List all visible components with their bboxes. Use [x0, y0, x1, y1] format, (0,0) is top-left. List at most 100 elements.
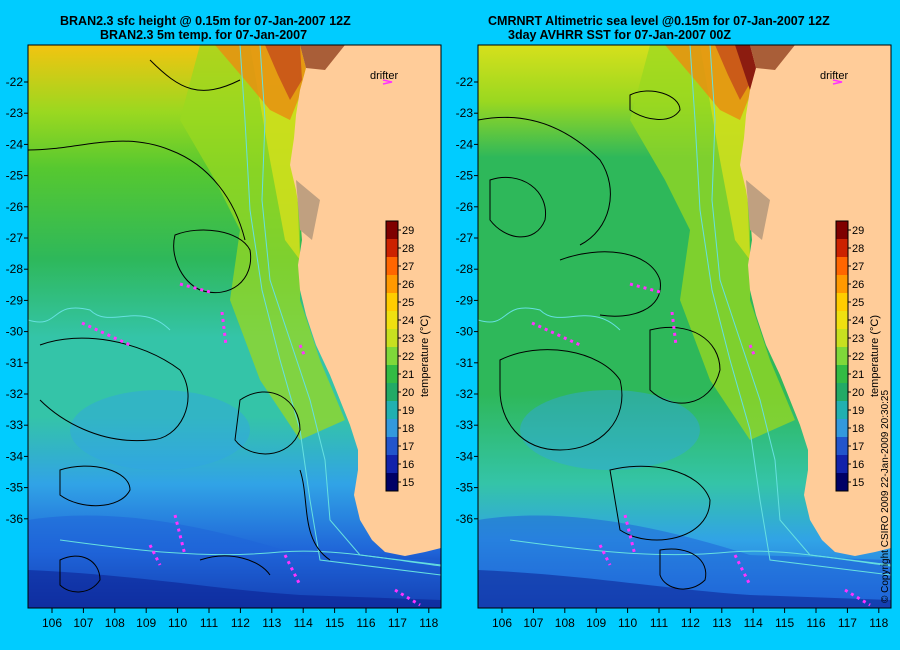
- colorbar-tick-label: 17: [852, 441, 864, 453]
- right-sst-map: drifter 106 107 108 109 110 111 112 113 114 115 116…: [456, 44, 892, 630]
- colorbar-tick-label: 16: [402, 459, 414, 471]
- lon-tick-label: 108: [555, 616, 575, 630]
- lon-axis-left: 106 107 108 109 110 111 112 113 114 115 116 117 118: [42, 608, 439, 630]
- colorbar-label: temperature (°C): [419, 315, 431, 397]
- colorbar-tick-label: 25: [402, 297, 414, 309]
- right-title-line2: 3day AVHRR SST for 07-Jan-2007 00Z: [508, 28, 731, 42]
- left-title-line1: BRAN2.3 sfc height @ 0.15m for 07-Jan-20…: [60, 14, 351, 28]
- left-title-line2: BRAN2.3 5m temp. for 07-Jan-2007: [100, 28, 308, 42]
- lat-tick-label: -28: [6, 262, 24, 276]
- lon-tick-label: 118: [419, 616, 438, 630]
- lat-tick-label: -36: [6, 512, 24, 526]
- drifter-tracks-right: [531, 282, 871, 607]
- colorbar-tick-label: 15: [402, 477, 414, 489]
- drifter-tracks-left: [81, 282, 421, 607]
- colorbar-tick-label: 17: [402, 441, 414, 453]
- lat-tick-label: -30: [456, 325, 474, 339]
- ocean-field-left: [28, 45, 441, 608]
- right-map-panel: CMRNRT Altimetric sea level @0.15m for 0…: [450, 0, 900, 650]
- lon-tick-label: 110: [618, 616, 637, 630]
- bathymetry-right: [478, 45, 891, 576]
- lat-tick-label: -31: [456, 356, 474, 370]
- lon-tick-label: 106: [492, 616, 512, 630]
- lon-tick-label: 108: [105, 616, 125, 630]
- colorbar-tick-label: 29: [852, 225, 864, 237]
- colorbar-tick-label: 24: [402, 315, 414, 327]
- lon-tick-label: 114: [294, 616, 313, 630]
- colorbar-tick-label: 16: [852, 459, 864, 471]
- lat-tick-label: -35: [456, 481, 474, 495]
- colorbar-tick-label: 23: [402, 333, 414, 345]
- drifter-legend-arrow-right: [832, 79, 843, 85]
- colorbar-tick-label: 20: [852, 387, 864, 399]
- land-left: [290, 45, 441, 556]
- lat-tick-label: -33: [6, 418, 24, 432]
- lon-tick-label: 110: [168, 616, 187, 630]
- colorbar-tick-label: 27: [852, 261, 864, 273]
- lat-tick-label: -30: [6, 325, 24, 339]
- colorbar-tick-label: 18: [852, 423, 864, 435]
- ssh-contours-right: [478, 90, 721, 590]
- lon-tick-label: 111: [200, 616, 219, 630]
- lon-tick-label: 114: [744, 616, 763, 630]
- lon-tick-label: 111: [650, 616, 669, 630]
- lat-tick-label: -32: [456, 387, 474, 401]
- lat-tick-label: -32: [6, 387, 24, 401]
- colorbar-tick-label: 15: [852, 477, 864, 489]
- colorbar-tick-label: 25: [852, 297, 864, 309]
- lat-tick-label: -28: [456, 262, 474, 276]
- lat-tick-label: -23: [6, 106, 24, 120]
- lon-tick-label: 118: [869, 616, 888, 630]
- colorbar-label: temperature (°C): [869, 315, 881, 397]
- lon-tick-label: 107: [73, 616, 93, 630]
- colorbar-tick-label: 19: [852, 405, 864, 417]
- colorbar-tick-label: 21: [852, 369, 864, 381]
- colorbar-tick-label: 28: [402, 243, 414, 255]
- lat-tick-label: -29: [456, 293, 474, 307]
- lat-tick-label: -33: [456, 418, 474, 432]
- land-right: [740, 45, 891, 556]
- colorbar-right: 29 28 27 26 25 24 23 22 21 20 19 18 17 16 15 temperatur…: [835, 220, 881, 492]
- lon-tick-label: 116: [806, 616, 825, 630]
- colorbar-tick-label: 29: [402, 225, 414, 237]
- lon-tick-label: 117: [838, 616, 857, 630]
- lat-tick-label: -26: [6, 200, 24, 214]
- colorbar-tick-label: 26: [402, 279, 414, 291]
- lat-tick-label: -22: [6, 75, 24, 89]
- lat-tick-label: -36: [456, 512, 474, 526]
- lon-tick-label: 109: [586, 616, 606, 630]
- lat-tick-label: -29: [6, 293, 24, 307]
- lat-tick-label: -25: [456, 169, 474, 183]
- colorbar-tick-label: 21: [402, 369, 414, 381]
- lat-axis-right: -22 -23 -24 -25 -26 -27 -28 -29 -30 -31 -32 -33 -34 -…: [456, 75, 478, 526]
- drifter-legend-label-left: drifter: [370, 70, 398, 82]
- colorbar-tick-label: 18: [402, 423, 414, 435]
- ocean-field-right: [478, 45, 891, 608]
- lat-tick-label: -35: [6, 481, 24, 495]
- bathymetry-left: [28, 45, 441, 576]
- colorbar-tick-label: 20: [402, 387, 414, 399]
- lat-tick-label: -31: [6, 356, 24, 370]
- colorbar-tick-label: 26: [852, 279, 864, 291]
- drifter-legend-arrow-left: [382, 79, 393, 85]
- colorbar-tick-label: 22: [402, 351, 414, 363]
- lat-tick-label: -26: [456, 200, 474, 214]
- lat-tick-label: -24: [456, 137, 474, 151]
- right-title-line1: CMRNRT Altimetric sea level @0.15m for 0…: [488, 14, 830, 28]
- lat-tick-label: -34: [6, 449, 24, 463]
- lon-tick-label: 106: [42, 616, 62, 630]
- lat-tick-label: -23: [456, 106, 474, 120]
- colorbar-left: 29 28 27 26 25 24 23 22 21 20 19 18 17 16 15 temperatur…: [385, 220, 431, 492]
- lon-tick-label: 116: [356, 616, 375, 630]
- left-sst-map: drifter 106 107 108 109 110 111 112 113 114 115 116…: [6, 44, 442, 630]
- drifter-legend-label-right: drifter: [820, 70, 848, 82]
- lon-tick-label: 115: [775, 616, 794, 630]
- lon-tick-label: 107: [523, 616, 543, 630]
- lat-tick-label: -27: [6, 231, 24, 245]
- lon-tick-label: 115: [325, 616, 344, 630]
- colorbar-tick-label: 27: [402, 261, 414, 273]
- lat-tick-label: -34: [456, 449, 474, 463]
- lon-tick-label: 109: [136, 616, 156, 630]
- lat-tick-label: -22: [456, 75, 474, 89]
- lon-tick-label: 112: [681, 616, 700, 630]
